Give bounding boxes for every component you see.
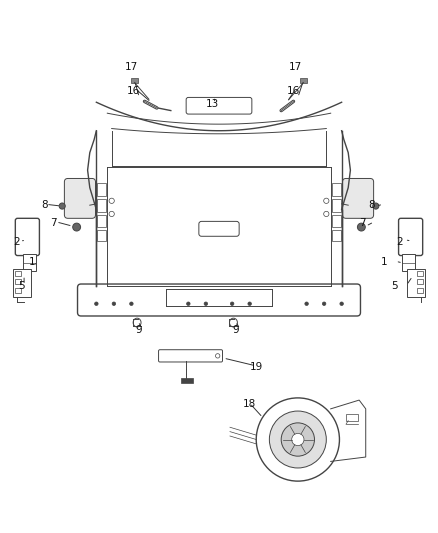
Text: 2: 2 [396, 237, 403, 247]
Circle shape [324, 211, 329, 216]
Circle shape [256, 398, 339, 481]
Circle shape [112, 302, 116, 305]
Bar [417, 287, 423, 293]
FancyBboxPatch shape [186, 98, 252, 114]
Circle shape [281, 423, 314, 456]
Circle shape [322, 302, 326, 305]
FancyBboxPatch shape [78, 284, 360, 316]
Text: 13: 13 [206, 100, 219, 109]
Circle shape [305, 302, 308, 305]
Bar [15, 279, 21, 284]
Circle shape [269, 411, 326, 468]
Text: 19: 19 [250, 362, 263, 372]
Bar [332, 199, 341, 212]
Bar [97, 215, 106, 227]
Text: 9: 9 [232, 325, 239, 335]
Bar [23, 254, 36, 271]
Circle shape [230, 302, 234, 305]
Text: 17: 17 [125, 62, 138, 72]
Circle shape [340, 302, 343, 305]
Circle shape [95, 302, 98, 305]
FancyBboxPatch shape [300, 78, 307, 83]
Circle shape [357, 223, 365, 231]
Circle shape [248, 302, 251, 305]
Polygon shape [181, 378, 193, 383]
Circle shape [324, 198, 329, 204]
Bar [97, 230, 106, 241]
Text: 2: 2 [13, 237, 20, 247]
Text: 1: 1 [28, 257, 35, 267]
Bar [15, 271, 21, 276]
Bar [15, 287, 21, 293]
FancyBboxPatch shape [399, 219, 423, 255]
Bar [97, 183, 106, 197]
Bar [346, 414, 358, 421]
Text: 18: 18 [243, 399, 256, 409]
Text: 5: 5 [18, 281, 25, 291]
Bar [402, 254, 415, 271]
FancyBboxPatch shape [15, 219, 39, 255]
Circle shape [292, 433, 304, 446]
Bar [417, 279, 423, 284]
Text: 8: 8 [368, 200, 374, 210]
Bar [332, 183, 341, 197]
FancyBboxPatch shape [199, 221, 239, 236]
Circle shape [215, 354, 220, 358]
Circle shape [130, 302, 133, 305]
Text: 7: 7 [50, 217, 57, 228]
FancyBboxPatch shape [131, 78, 138, 83]
Text: 5: 5 [391, 281, 398, 291]
FancyBboxPatch shape [159, 350, 223, 362]
Text: 8: 8 [42, 200, 48, 210]
Bar [332, 230, 341, 241]
Circle shape [109, 211, 114, 216]
Bar [13, 269, 31, 297]
Bar [407, 269, 425, 297]
Bar [332, 215, 341, 227]
Bar [417, 271, 423, 276]
FancyBboxPatch shape [64, 179, 95, 219]
Circle shape [109, 198, 114, 204]
FancyBboxPatch shape [343, 179, 374, 219]
Text: 16: 16 [127, 86, 140, 96]
Circle shape [187, 302, 190, 305]
Text: 16: 16 [287, 86, 300, 96]
Text: 17: 17 [289, 62, 302, 72]
Bar [97, 199, 106, 212]
Text: 9: 9 [136, 325, 142, 335]
Text: 1: 1 [381, 257, 388, 267]
Circle shape [373, 203, 379, 209]
Circle shape [73, 223, 81, 231]
Circle shape [204, 302, 208, 305]
Circle shape [59, 203, 65, 209]
Text: 7: 7 [359, 217, 366, 228]
